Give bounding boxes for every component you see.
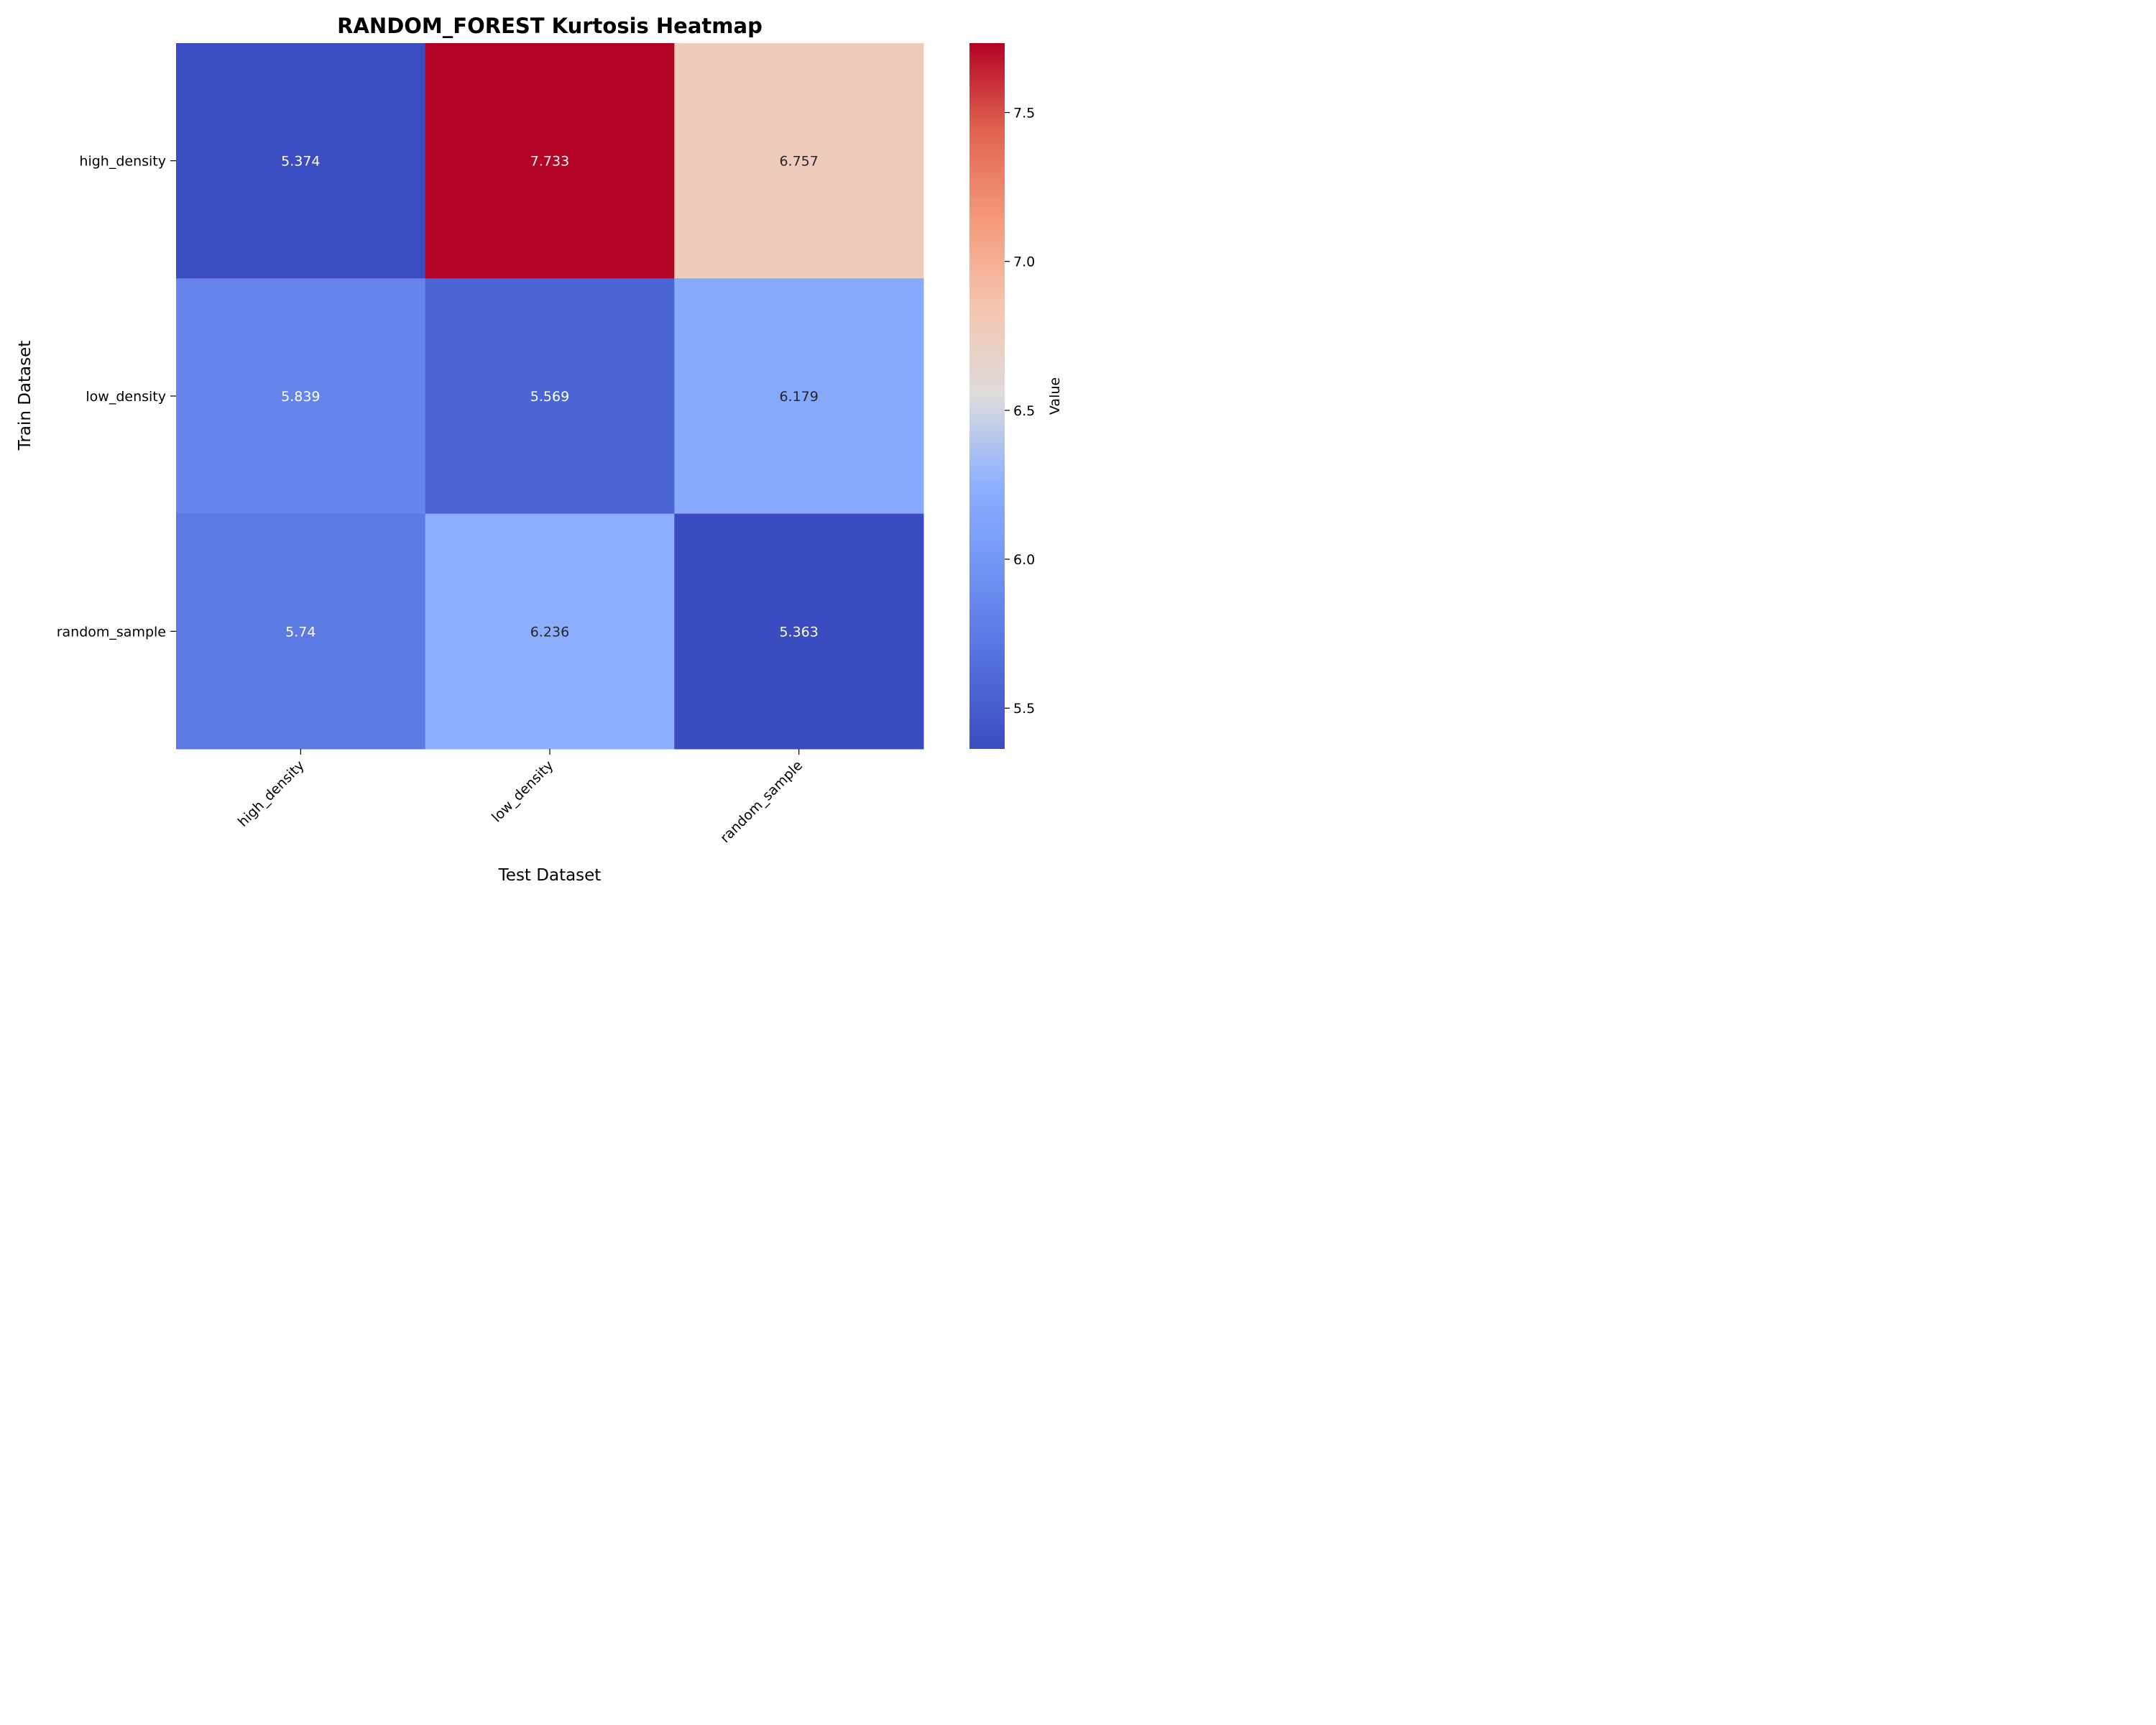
heatmap-cell — [425, 43, 675, 279]
x-axis-label: Test Dataset — [498, 866, 602, 885]
heatmap-cell — [674, 278, 924, 515]
cell-value-label: 6.757 — [779, 154, 818, 170]
cell-value-label: 7.733 — [530, 154, 569, 170]
cell-value-label: 5.569 — [530, 389, 569, 405]
colorbar-label: Value — [1047, 377, 1063, 415]
y-tick-label: random_sample — [57, 624, 166, 640]
colorbar: 5.5 6.0 6.5 7.0 7.5 — [969, 43, 1035, 749]
cell-value-label: 6.236 — [530, 624, 569, 640]
heatmap-cell — [176, 43, 426, 279]
chart-title: RANDOM_FOREST Kurtosis Heatmap — [337, 14, 763, 38]
y-axis: high_density low_density random_sample — [57, 154, 176, 640]
y-tick-label: high_density — [79, 154, 166, 170]
cell-value-label: 5.74 — [285, 624, 315, 640]
chart-root: RANDOM_FOREST Kurtosis Heatmap 5.374 7.73… — [0, 0, 1110, 888]
cell-value-label: 5.374 — [281, 154, 320, 170]
heatmap-cell — [176, 513, 426, 750]
heatmap-cells: 5.374 7.733 6.757 5.839 5.569 6.179 5.74 6.236 5… — [176, 43, 924, 750]
colorbar-gradient — [969, 43, 1005, 749]
heatmap-cell — [674, 513, 924, 750]
cell-value-label: 5.363 — [779, 624, 818, 640]
colorbar-tick-label: 6.0 — [1013, 552, 1035, 568]
colorbar-tick-label: 7.0 — [1013, 254, 1035, 270]
x-tick-label: random_sample — [717, 758, 806, 846]
heatmap-cell — [176, 278, 426, 515]
y-axis-label: Train Dataset — [16, 341, 34, 451]
colorbar-tick-label: 6.5 — [1013, 403, 1035, 419]
x-tick-label: low_density — [489, 758, 556, 825]
heatmap-chart: RANDOM_FOREST Kurtosis Heatmap 5.374 7.73… — [16, 14, 1063, 885]
heatmap-cell — [425, 278, 675, 515]
heatmap-cell — [425, 513, 675, 750]
colorbar-tick-label: 7.5 — [1013, 106, 1035, 121]
x-tick-label: high_density — [235, 758, 308, 830]
x-axis: high_density low_density random_sample — [235, 749, 806, 846]
cell-value-label: 6.179 — [779, 389, 818, 405]
y-tick-label: low_density — [86, 389, 166, 405]
heatmap-cell — [674, 43, 924, 279]
colorbar-tick-label: 5.5 — [1013, 701, 1035, 717]
cell-value-label: 5.839 — [281, 389, 320, 405]
